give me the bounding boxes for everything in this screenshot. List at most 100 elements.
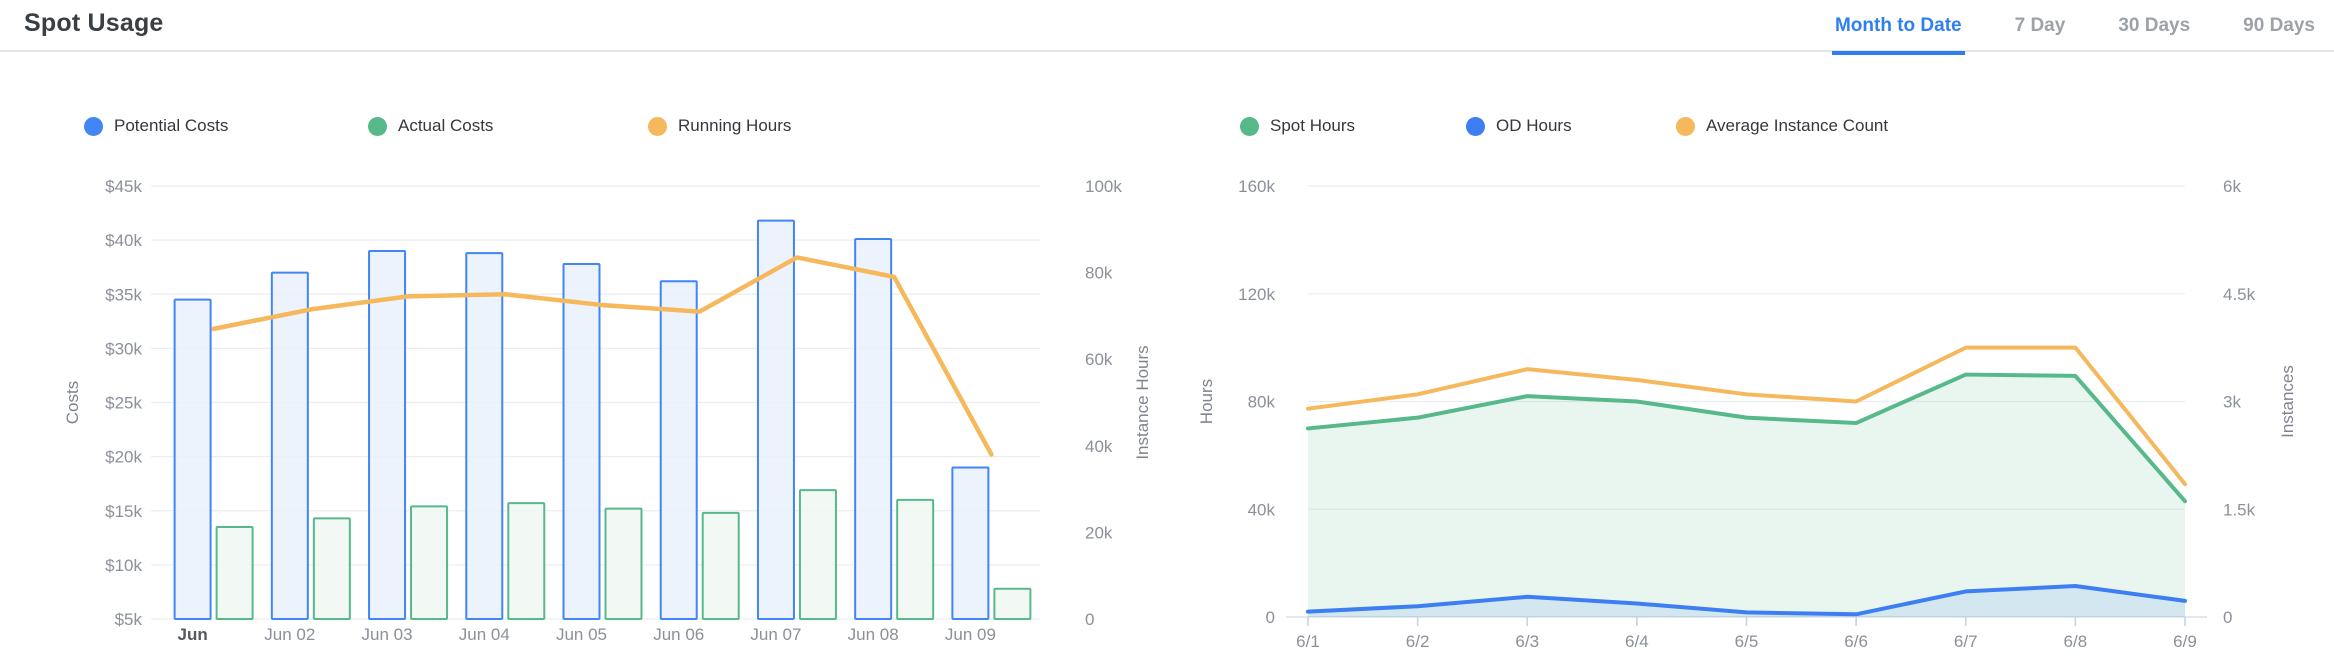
bar-potential-costs[interactable] [173,298,212,620]
x-axis-tick: 6/6 [1844,632,1868,651]
right-axis-name: Instance Hours [1133,345,1152,459]
average-instance-count-dot-icon [1676,116,1695,136]
tab-7-day[interactable]: 7 Day [2014,14,2066,36]
potential-costs-dot-icon [84,116,103,136]
x-axis-tick: 6/5 [1735,632,1759,651]
right-axis-tick: 20k [1085,523,1113,542]
legend-label: Average Instance Count [1706,116,1889,135]
page-title: Spot Usage [24,9,164,37]
legend-running-hours[interactable]: Running Hours [648,116,791,136]
bar-actual-costs[interactable] [604,507,643,620]
legend-actual-costs[interactable]: Actual Costs [368,116,493,136]
left-axis-tick: $10k [105,556,142,575]
series-potential-costs[interactable] [173,219,990,621]
x-axis-tick: 6/2 [1406,632,1430,651]
x-axis-tick: Jun 07 [750,625,801,644]
gridlines [1286,185,2207,626]
x-axis-tick: Jun 04 [459,625,510,644]
hours-chart[interactable]: 160k 120k 80k 40k 0 6k 4.5k 3k 1.5k 0 Hours Instanc… [1167,52,2334,672]
right-axis-tick: 0 [2223,608,2232,627]
left-axis-tick: $45k [105,177,142,196]
x-axis-tick: Jun 05 [556,625,607,644]
bar-potential-costs[interactable] [270,271,309,620]
left-axis-tick: 40k [1248,500,1276,519]
bar-potential-costs[interactable] [562,262,601,620]
line-average-instance-count[interactable] [1306,345,2187,487]
left-axis-tick: $15k [105,502,142,521]
right-axis-tick: 100k [1085,177,1122,196]
right-axis-tick: 1.5k [2223,500,2256,519]
tab-month-to-date[interactable]: Month to Date [1831,0,1965,55]
x-axis-tick: 6/3 [1515,632,1539,651]
od-hours-dot-icon [1466,116,1485,136]
right-axis-tick: 40k [1085,437,1113,456]
x-axis-tick: 6/7 [1954,632,1978,651]
line-spot-hours[interactable] [1306,372,2187,504]
running-hours-dot-icon [648,116,667,136]
bar-actual-costs[interactable] [410,505,449,621]
tab-30-days[interactable]: 30 Days [2118,14,2191,36]
x-axis-tick: 6/4 [1625,632,1649,651]
right-axis-tick: 4.5k [2223,285,2256,304]
bar-potential-costs[interactable] [951,466,990,621]
right-axis-tick: 6k [2223,177,2241,196]
tab-90-days[interactable]: 90 Days [2243,14,2315,36]
x-axis-tick: 6/1 [1296,632,1320,651]
legend-spot-hours[interactable]: Spot Hours [1240,116,1355,136]
bar-actual-costs[interactable] [896,498,935,620]
series-od-hours[interactable] [1306,584,2187,617]
series-average-instance-count[interactable] [1306,345,2187,487]
line-running-hours[interactable] [211,255,994,457]
bar-actual-costs[interactable] [701,511,740,621]
right-axis-tick: 80k [1085,264,1113,283]
x-axis-tick: 6/9 [2173,632,2197,651]
hours-chart-panel: 160k 120k 80k 40k 0 6k 4.5k 3k 1.5k 0 Hours Instanc… [1167,52,2334,672]
area-od-hours [1308,586,2185,617]
left-axis-tick: $30k [105,339,142,358]
x-axis-tick: Jun 06 [653,625,704,644]
left-axis-tick: $20k [105,448,142,467]
bar-potential-costs[interactable] [756,219,795,620]
costs-chart-panel: $45k $40k $35k $30k $25k $20k $15k $10k $5k 100k 8… [0,52,1167,672]
left-axis-tick: 120k [1238,285,1275,304]
left-axis-tick: 80k [1248,393,1276,412]
costs-chart[interactable]: $45k $40k $35k $30k $25k $20k $15k $10k $5k 100k 8… [0,52,1167,672]
bar-potential-costs[interactable] [854,238,893,620]
left-axis-tick: $25k [105,394,142,413]
line-od-hours[interactable] [1306,584,2187,617]
series-spot-hours[interactable] [1306,372,2187,617]
bar-potential-costs[interactable] [465,252,504,621]
bar-potential-costs[interactable] [659,280,698,620]
header: Spot Usage Month to Date 7 Day 30 Days 9… [0,0,2334,55]
series-running-hours[interactable] [211,255,994,457]
area-spot-hours [1308,374,2185,617]
bar-potential-costs[interactable] [368,249,407,620]
left-axis-tick: 0 [1266,608,1275,627]
x-axis-tick: Jun 03 [362,625,413,644]
x-axis-tick: Jun 09 [945,625,996,644]
charts-row: $45k $40k $35k $30k $25k $20k $15k $10k $5k 100k 8… [0,52,2334,672]
bar-actual-costs[interactable] [993,587,1032,621]
right-axis-tick: 0 [1085,610,1094,629]
bar-actual-costs[interactable] [507,502,546,620]
series-actual-costs[interactable] [215,489,1032,621]
left-axis-tick: $5k [115,610,143,629]
right-axis-tick: 60k [1085,350,1113,369]
legend-label: OD Hours [1496,116,1572,135]
spot-hours-dot-icon [1240,116,1259,136]
legend-label: Actual Costs [398,116,494,135]
legend-potential-costs[interactable]: Potential Costs [84,116,228,136]
legend-average-instance-count[interactable]: Average Instance Count [1676,116,1888,136]
actual-costs-dot-icon [368,116,387,136]
legend-od-hours[interactable]: OD Hours [1466,116,1572,136]
right-axis-tick: 3k [2223,393,2241,412]
bar-actual-costs[interactable] [798,489,837,620]
axis-labels: 160k 120k 80k 40k 0 6k 4.5k 3k 1.5k 0 Hours Instanc… [1197,177,2297,651]
left-axis-tick: $35k [105,285,142,304]
time-range-tabs: Month to Date 7 Day 30 Days 90 Days [1831,0,2318,55]
x-axis-tick: Jun [177,625,207,644]
right-axis-name: Instances [2278,365,2297,438]
bar-actual-costs[interactable] [312,517,351,621]
bar-actual-costs[interactable] [215,525,254,620]
x-axis-tick: Jun 02 [264,625,315,644]
